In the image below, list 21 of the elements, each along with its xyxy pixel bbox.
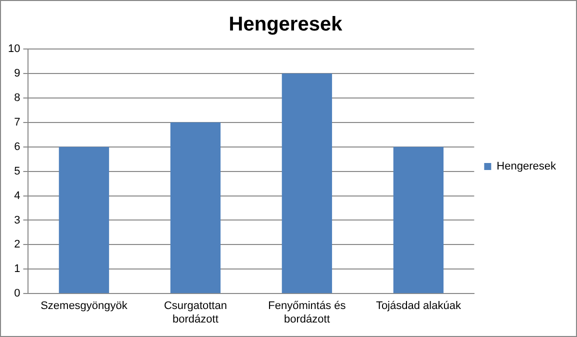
y-tick-label: 3 — [14, 214, 20, 226]
bar — [170, 122, 221, 294]
legend-label: Hengeresek — [496, 160, 556, 173]
y-tick-label: 8 — [14, 92, 20, 104]
y-tick-label: 5 — [14, 165, 20, 178]
y-tick-label: 2 — [14, 238, 20, 251]
y-tick-label: 1 — [14, 263, 20, 276]
x-tick-label: Tojásdad alakúak — [376, 300, 462, 312]
bar — [282, 73, 332, 294]
x-tick-label: Csurgatottan bordázott — [164, 300, 227, 326]
y-tick-label: 9 — [14, 67, 20, 80]
y-tick-label: 0 — [14, 288, 20, 300]
chart-title: Hengeresek — [228, 14, 344, 36]
x-tick-label: Fenyőmintás és bordázott — [268, 300, 346, 326]
y-tick-label: 10 — [8, 43, 20, 56]
bar — [58, 146, 110, 294]
x-tick-label: Szemesgyöngyök — [40, 300, 128, 312]
y-tick-label: 6 — [14, 140, 20, 153]
y-tick-label: 7 — [14, 116, 20, 128]
y-tick-label: 4 — [14, 190, 20, 202]
bar — [393, 146, 444, 294]
